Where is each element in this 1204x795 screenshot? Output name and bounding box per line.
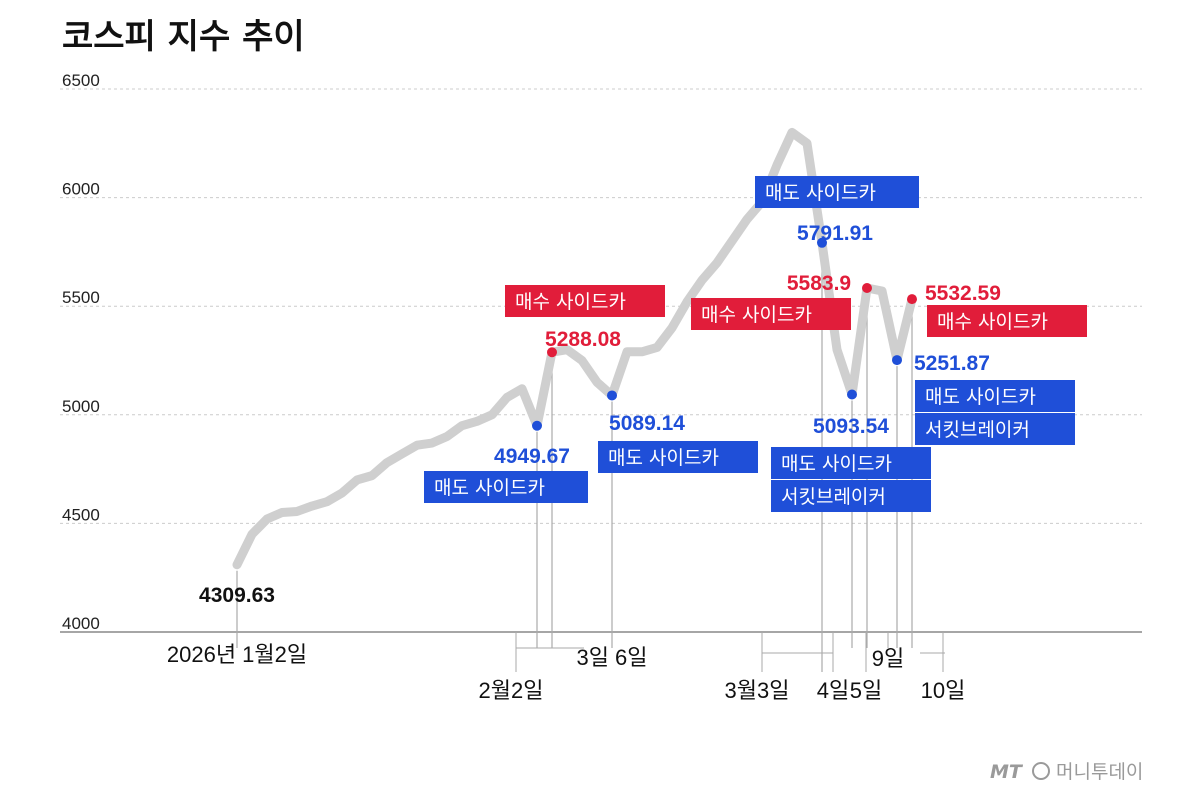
chart-title: 코스피 지수 추이 bbox=[62, 17, 305, 57]
marker-dot bbox=[892, 355, 902, 366]
event-tag-label: 서킷브레이커 bbox=[781, 486, 886, 508]
y-tick-label: 5000 bbox=[62, 397, 100, 416]
kospi-series-line bbox=[232, 127, 917, 570]
marker-value-label: 5093.54 bbox=[813, 415, 889, 438]
marker-dot bbox=[607, 390, 617, 401]
event-tag-box bbox=[755, 176, 919, 208]
event-tag-box bbox=[915, 380, 1075, 412]
y-tick-label: 6500 bbox=[62, 71, 100, 90]
event-tag-box bbox=[505, 285, 665, 317]
event-tag-label: 매수 사이드카 bbox=[701, 304, 812, 326]
marker-value-label: 4309.63 bbox=[199, 584, 275, 607]
event-tag-label: 서킷브레이커 bbox=[925, 419, 1030, 441]
marker-dot bbox=[532, 420, 542, 431]
watermark-logo: MT bbox=[990, 761, 1024, 783]
event-tag-label: 매도 사이드카 bbox=[925, 386, 1036, 408]
y-tick-label: 6000 bbox=[62, 180, 100, 199]
marker-dot bbox=[817, 237, 827, 248]
event-tag-label: 매도 사이드카 bbox=[434, 477, 545, 499]
y-tick-label: 4000 bbox=[62, 614, 100, 633]
event-tag-label: 매도 사이드카 bbox=[781, 453, 892, 475]
event-tag-box bbox=[927, 305, 1087, 337]
marker-value-label: 4949.67 bbox=[494, 445, 570, 468]
markers bbox=[532, 237, 917, 431]
y-tick-label: 5500 bbox=[62, 288, 100, 307]
event-tag-box bbox=[691, 298, 851, 330]
marker-value-label: 5532.59 bbox=[925, 282, 1001, 305]
y-tick-label: 4500 bbox=[62, 505, 100, 524]
marker-dot bbox=[847, 389, 857, 400]
x-tick-label: 5일 bbox=[850, 678, 882, 703]
event-tag-label: 매도 사이드카 bbox=[608, 447, 719, 469]
marker-dot bbox=[547, 347, 557, 358]
event-tag-label: 매수 사이드카 bbox=[937, 311, 1048, 333]
x-tick-label: 2월2일 bbox=[479, 678, 544, 703]
x-tick-label: 4일 bbox=[817, 678, 849, 703]
x-tick-label: 10일 bbox=[921, 678, 966, 703]
event-tag-box bbox=[424, 471, 588, 503]
event-tag-label: 매수 사이드카 bbox=[515, 291, 626, 313]
x-tick-label: 3일 6일 bbox=[576, 645, 647, 670]
x-tick-label: 2026년 1월2일 bbox=[167, 642, 307, 667]
marker-value-label: 5089.14 bbox=[609, 412, 685, 435]
marker-value-label: 5251.87 bbox=[914, 352, 990, 375]
event-tag-box bbox=[598, 441, 758, 473]
watermark: MT 머니투데이 bbox=[990, 761, 1143, 783]
event-tag-box bbox=[771, 480, 931, 512]
marker-dot bbox=[907, 294, 917, 305]
x-tick-label: 9일 bbox=[872, 646, 904, 671]
series-line-layer bbox=[232, 127, 917, 570]
marker-value-label: 5288.08 bbox=[545, 328, 621, 351]
x-tick-label: 3월3일 bbox=[725, 678, 790, 703]
event-tag-label: 매도 사이드카 bbox=[765, 182, 876, 204]
event-tag-box bbox=[771, 447, 931, 479]
watermark-text: 머니투데이 bbox=[1056, 761, 1143, 783]
marker-value-label: 5791.91 bbox=[797, 222, 873, 245]
marker-labels: 4309.63 4949.67 매도 사이드카 5288.08 매수 사이드카 5089.… bbox=[199, 176, 1087, 607]
marker-dot bbox=[862, 282, 872, 293]
marker-value-label: 5583.9 bbox=[787, 272, 851, 295]
watermark-logo-icon bbox=[1032, 762, 1050, 780]
event-tag-box bbox=[915, 413, 1075, 445]
x-axis-labels: 2026년 1월2일 2월2일 3일 6일 3월3일 4일 5일 9일 10일 bbox=[167, 632, 965, 703]
